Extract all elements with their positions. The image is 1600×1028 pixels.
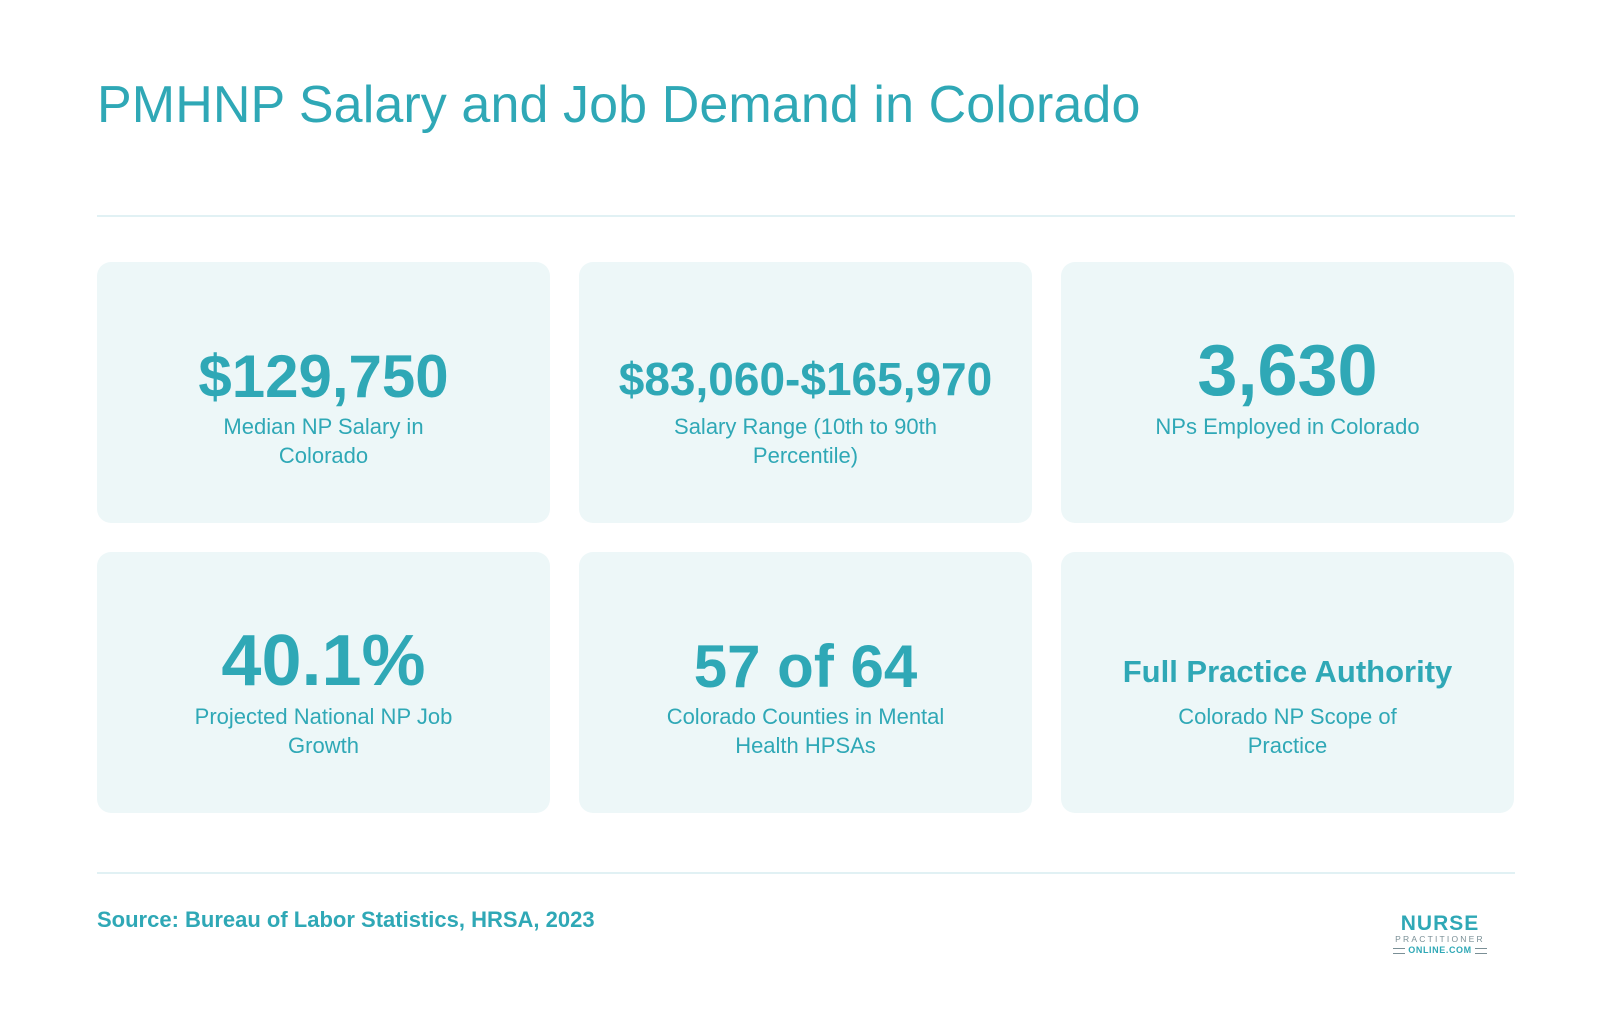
stat-card-median-salary: $129,750 Median NP Salary in Colorado [97, 262, 550, 523]
logo-line-1: NURSE [1400, 912, 1480, 935]
infographic: PMHNP Salary and Job Demand in Colorado … [97, 0, 1515, 1028]
stat-card-salary-range: $83,060-$165,970 Salary Range (10th to 9… [579, 262, 1032, 523]
stat-label: Projected National NP Job Growth [194, 704, 453, 758]
logo-line-2: PRACTITIONER [1395, 934, 1485, 944]
stat-value: 57 of 64 [693, 633, 918, 700]
stat-label: Median NP Salary in Colorado [223, 414, 424, 468]
stat-value: 3,630 [1197, 331, 1378, 411]
page-title: PMHNP Salary and Job Demand in Colorado [97, 76, 1141, 134]
bottom-divider [97, 872, 1515, 874]
stat-card-hpsa-counties: 57 of 64 Colorado Counties in Mental Hea… [579, 552, 1032, 813]
stat-card-nps-employed: 3,630 NPs Employed in Colorado [1061, 262, 1514, 523]
stat-label: Salary Range (10th to 90th Percentile) [674, 414, 937, 468]
stats-grid: $129,750 Median NP Salary in Colorado $8… [97, 262, 1515, 813]
stat-label: NPs Employed in Colorado [1155, 414, 1420, 439]
top-divider [97, 215, 1515, 217]
stat-card-practice-authority: Full Practice Authority Colorado NP Scop… [1061, 552, 1514, 813]
stat-value: $129,750 [198, 343, 449, 410]
source-note: Source: Bureau of Labor Statistics, HRSA… [97, 907, 595, 932]
stat-label: Colorado NP Scope of Practice [1178, 704, 1397, 758]
logo: NURSE PRACTITIONER ONLINE.COM [1386, 912, 1494, 956]
stat-label: Colorado Counties in Mental Health HPSAs [666, 704, 945, 758]
stat-value: 40.1% [221, 621, 426, 701]
stat-value: $83,060-$165,970 [618, 353, 993, 405]
stat-card-job-growth: 40.1% Projected National NP Job Growth [97, 552, 550, 813]
logo-line-3: ONLINE.COM [1386, 945, 1494, 956]
stat-value: Full Practice Authority [1122, 654, 1453, 689]
